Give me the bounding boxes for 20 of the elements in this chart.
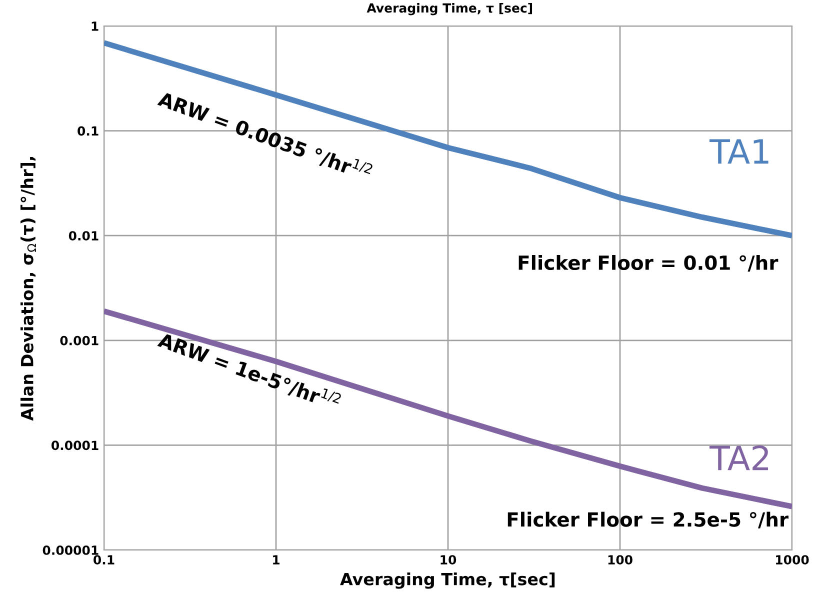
y-tick-label: 0.1 bbox=[78, 126, 98, 136]
annotation: Flicker Floor = 0.01 °/hr bbox=[518, 255, 778, 272]
annotation: Flicker Floor = 2.5e-5 °/hr bbox=[508, 512, 789, 528]
y-tick-label: 0.001 bbox=[60, 336, 98, 346]
x-tick-label: 10 bbox=[440, 555, 456, 565]
chart-title: Averaging Time, τ [sec] bbox=[366, 3, 532, 16]
series-label: TA2 bbox=[709, 445, 768, 470]
x-tick-label: 0.1 bbox=[94, 555, 114, 565]
y-tick-label: 0.0001 bbox=[52, 440, 98, 450]
y-tick-label: 0.01 bbox=[68, 231, 98, 241]
annotation: ARW = 0.0035 °/hr$^{1/2}$ bbox=[156, 88, 374, 183]
annotation: ARW = 1e-5°/hr$^{1/2}$ bbox=[156, 329, 342, 412]
y-tick-label: 1 bbox=[92, 22, 98, 31]
x-axis-title: Averaging Time, τ[sec] bbox=[340, 572, 555, 589]
y-axis-title: Allan Deviation, σ$_{Ω}$(τ) [°/hr], bbox=[20, 156, 36, 421]
series-label: TA1 bbox=[709, 139, 768, 164]
x-tick-label: 100 bbox=[608, 555, 632, 565]
x-tick-label: 1000 bbox=[776, 555, 809, 565]
x-tick-label: 1 bbox=[273, 555, 280, 564]
y-tick-label: 0.00001 bbox=[42, 545, 98, 555]
